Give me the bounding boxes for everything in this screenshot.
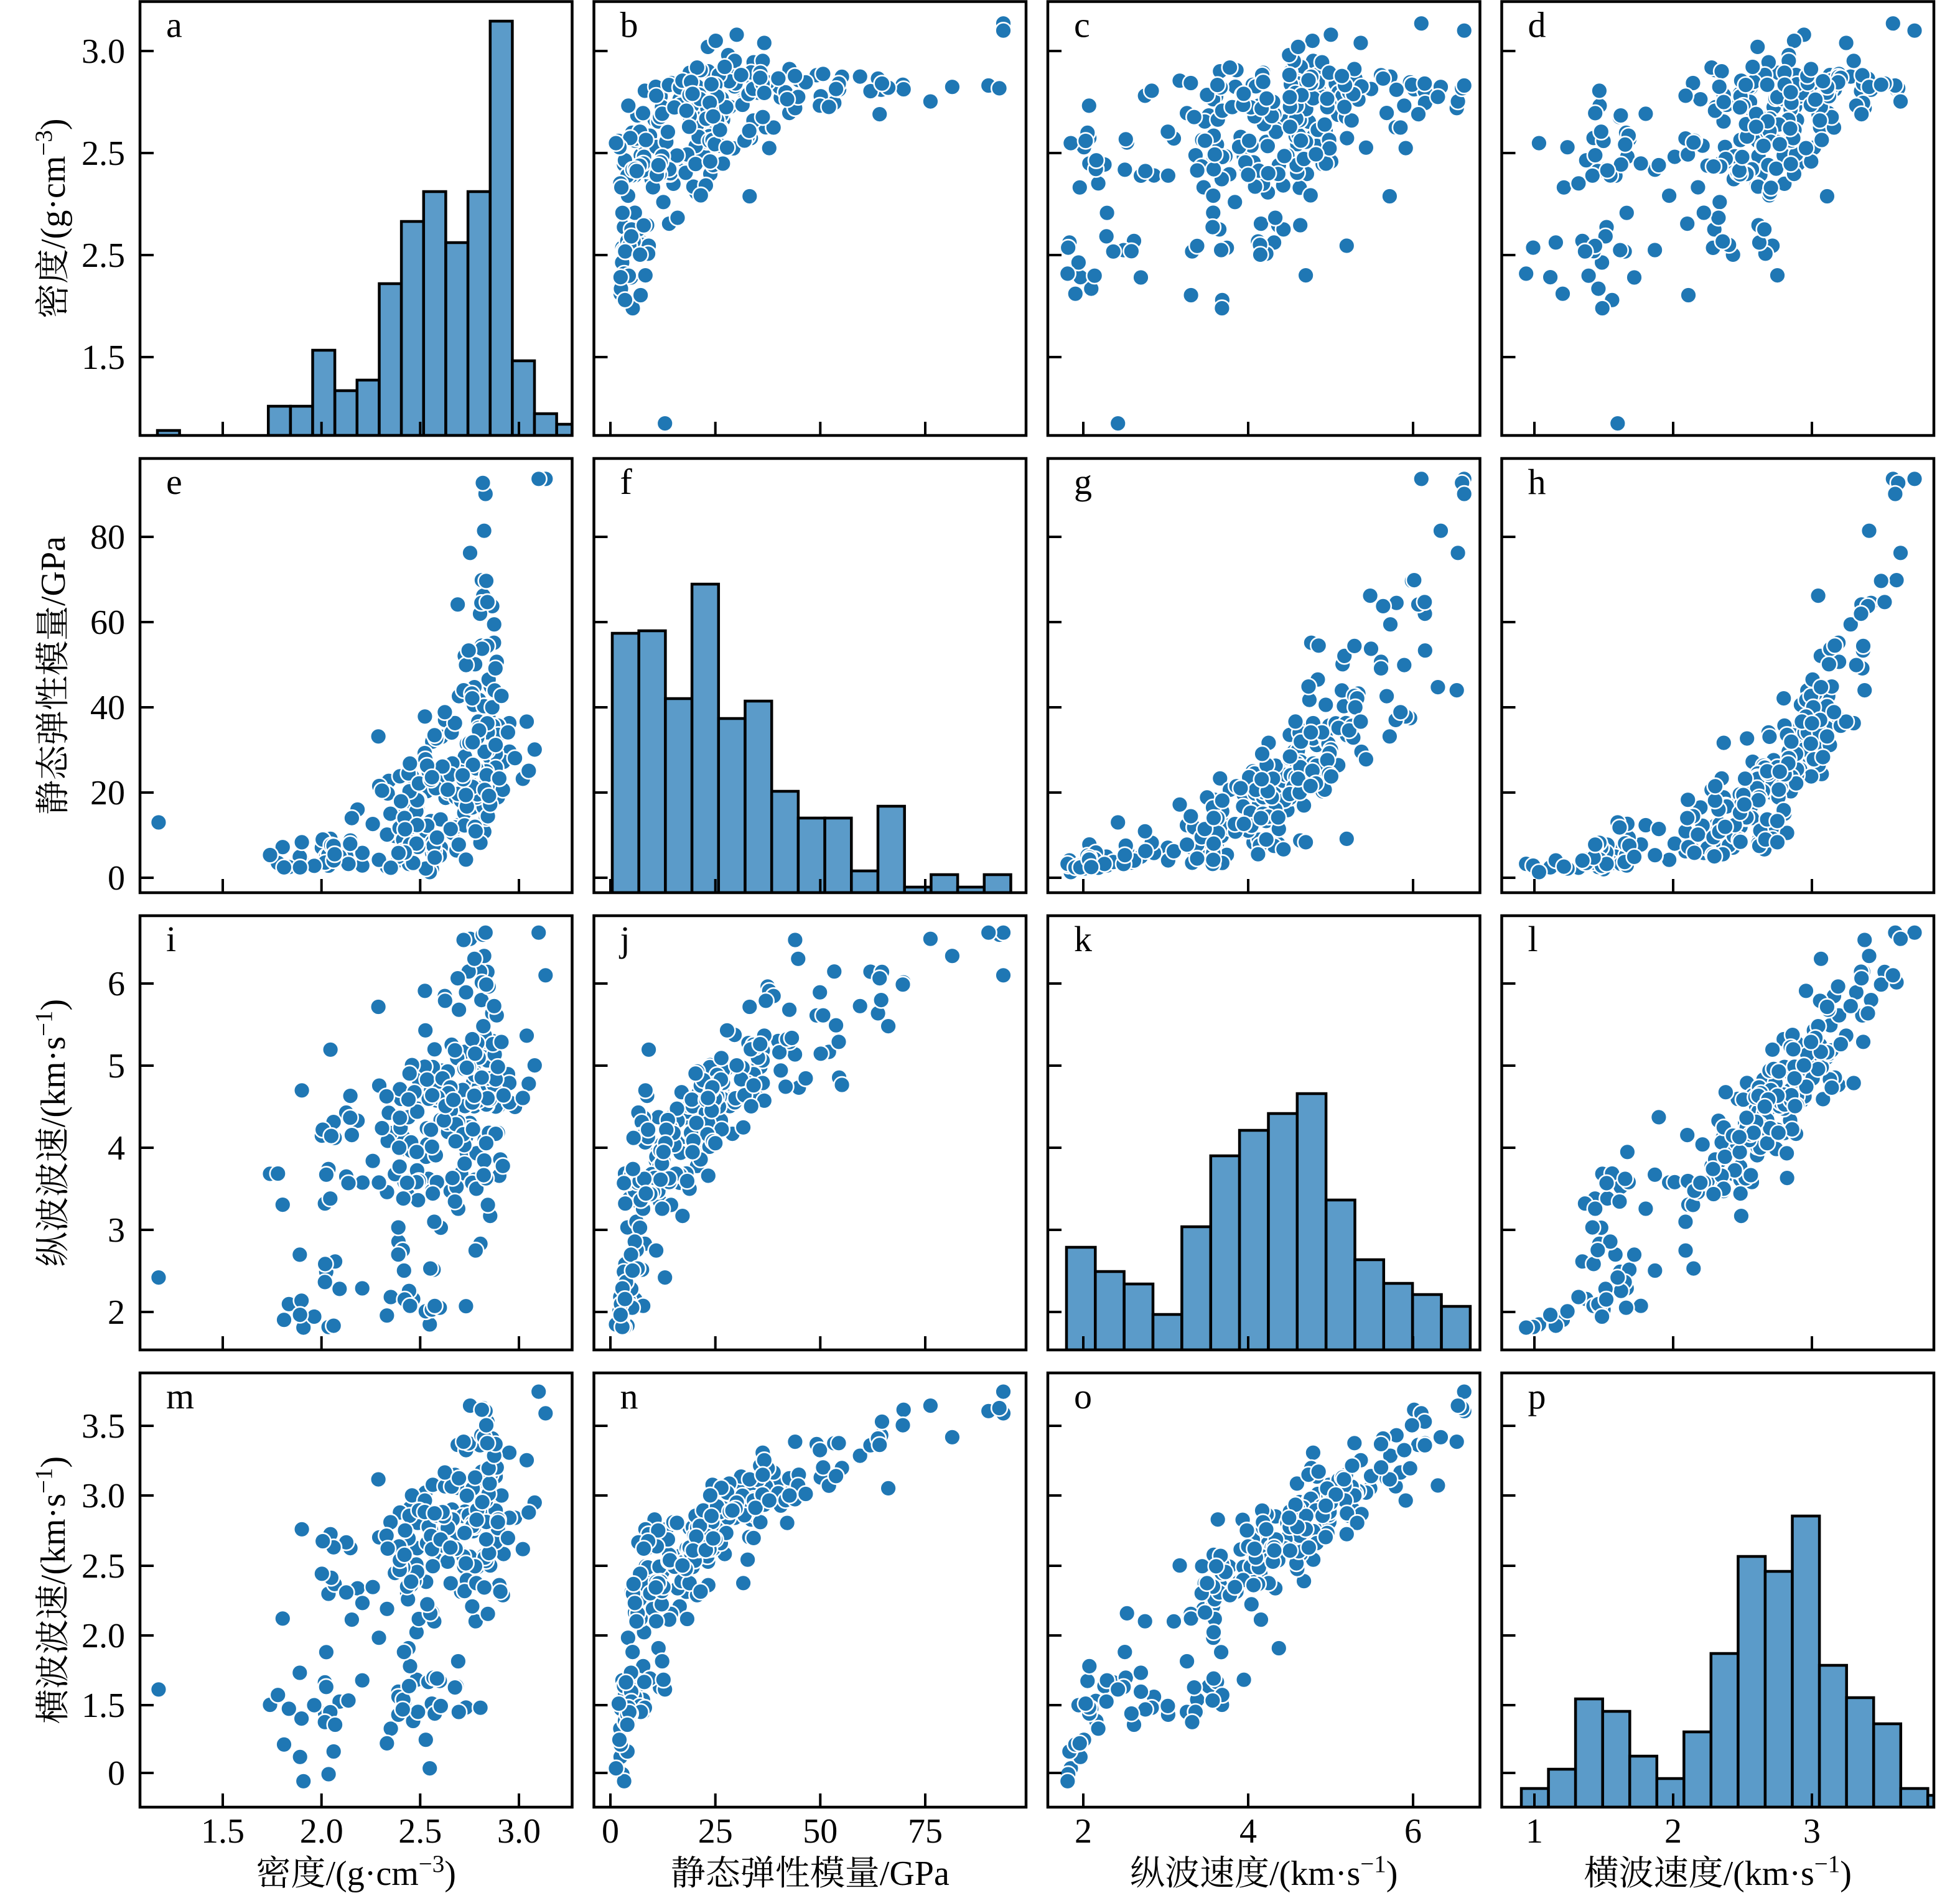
svg-text:): ) bbox=[1386, 1854, 1398, 1893]
svg-text:e: e bbox=[166, 462, 182, 502]
svg-text:−1: −1 bbox=[1360, 1851, 1386, 1877]
svg-text:): ) bbox=[444, 1854, 456, 1893]
svg-text:25: 25 bbox=[698, 1812, 733, 1851]
svg-text:/GPa: /GPa bbox=[880, 1854, 950, 1893]
svg-text:75: 75 bbox=[908, 1812, 943, 1851]
svg-text:a: a bbox=[166, 5, 182, 45]
svg-text:−3: −3 bbox=[419, 1851, 445, 1877]
svg-text:3: 3 bbox=[108, 1211, 125, 1250]
svg-text:0: 0 bbox=[602, 1812, 619, 1851]
svg-text:h: h bbox=[1528, 462, 1546, 502]
svg-text:−3: −3 bbox=[30, 130, 57, 156]
svg-text:/(km·s: /(km·s bbox=[34, 1494, 73, 1584]
svg-text:80: 80 bbox=[90, 518, 125, 557]
svg-text:n: n bbox=[620, 1376, 638, 1416]
svg-text:): ) bbox=[34, 118, 73, 130]
svg-text:1.5: 1.5 bbox=[201, 1812, 245, 1851]
svg-text:−1: −1 bbox=[1814, 1851, 1841, 1877]
svg-text:0: 0 bbox=[108, 1754, 125, 1793]
svg-text:3: 3 bbox=[1803, 1812, 1821, 1851]
svg-text:2: 2 bbox=[1664, 1812, 1682, 1851]
svg-text:2: 2 bbox=[108, 1293, 125, 1332]
svg-text:/(km·s: /(km·s bbox=[34, 1036, 73, 1127]
svg-text:40: 40 bbox=[90, 689, 125, 727]
svg-text:p: p bbox=[1528, 1376, 1546, 1416]
svg-text:d: d bbox=[1528, 5, 1546, 45]
svg-text:2.0: 2.0 bbox=[300, 1812, 343, 1851]
svg-text:1.5: 1.5 bbox=[82, 338, 125, 377]
svg-text:f: f bbox=[620, 462, 633, 502]
svg-text:2.5: 2.5 bbox=[82, 1547, 125, 1586]
svg-text:/(g·cm: /(g·cm bbox=[34, 156, 73, 249]
svg-text:i: i bbox=[166, 919, 176, 959]
svg-text:2.5: 2.5 bbox=[398, 1812, 442, 1851]
svg-text:1.5: 1.5 bbox=[82, 1686, 125, 1725]
svg-text:4: 4 bbox=[108, 1129, 125, 1168]
svg-text:3.0: 3.0 bbox=[82, 32, 125, 71]
svg-text:−1: −1 bbox=[30, 1011, 57, 1037]
svg-text:k: k bbox=[1074, 919, 1092, 959]
svg-text:j: j bbox=[619, 919, 630, 959]
svg-text:): ) bbox=[34, 1456, 73, 1468]
svg-text:0: 0 bbox=[108, 859, 125, 898]
svg-text:/GPa: /GPa bbox=[34, 536, 73, 606]
svg-text:2.5: 2.5 bbox=[82, 134, 125, 173]
svg-text:o: o bbox=[1074, 1376, 1092, 1416]
svg-text:c: c bbox=[1074, 5, 1090, 45]
svg-text:/(g·cm: /(g·cm bbox=[326, 1854, 419, 1893]
svg-text:60: 60 bbox=[90, 603, 125, 642]
svg-text:4: 4 bbox=[1239, 1812, 1257, 1851]
svg-text:6: 6 bbox=[108, 965, 125, 1003]
svg-text:3.5: 3.5 bbox=[82, 1407, 125, 1446]
svg-text:2.0: 2.0 bbox=[82, 1617, 125, 1655]
svg-text:6: 6 bbox=[1404, 1812, 1422, 1851]
svg-text:/(km·s: /(km·s bbox=[1269, 1854, 1360, 1893]
svg-text:2.5: 2.5 bbox=[82, 236, 125, 275]
svg-text:3.0: 3.0 bbox=[82, 1477, 125, 1515]
svg-text:l: l bbox=[1528, 919, 1538, 959]
svg-text:2: 2 bbox=[1075, 1812, 1092, 1851]
svg-text:g: g bbox=[1074, 462, 1092, 502]
svg-text:50: 50 bbox=[803, 1812, 838, 1851]
svg-text:3.0: 3.0 bbox=[497, 1812, 541, 1851]
svg-text:m: m bbox=[166, 1376, 194, 1416]
svg-text:−1: −1 bbox=[30, 1468, 57, 1494]
svg-text:5: 5 bbox=[108, 1047, 125, 1086]
svg-text:): ) bbox=[34, 999, 73, 1011]
svg-text:1: 1 bbox=[1526, 1812, 1543, 1851]
svg-text:b: b bbox=[620, 5, 638, 45]
svg-text:): ) bbox=[1840, 1854, 1852, 1893]
svg-text:/(km·s: /(km·s bbox=[1724, 1854, 1814, 1893]
svg-text:20: 20 bbox=[90, 774, 125, 812]
